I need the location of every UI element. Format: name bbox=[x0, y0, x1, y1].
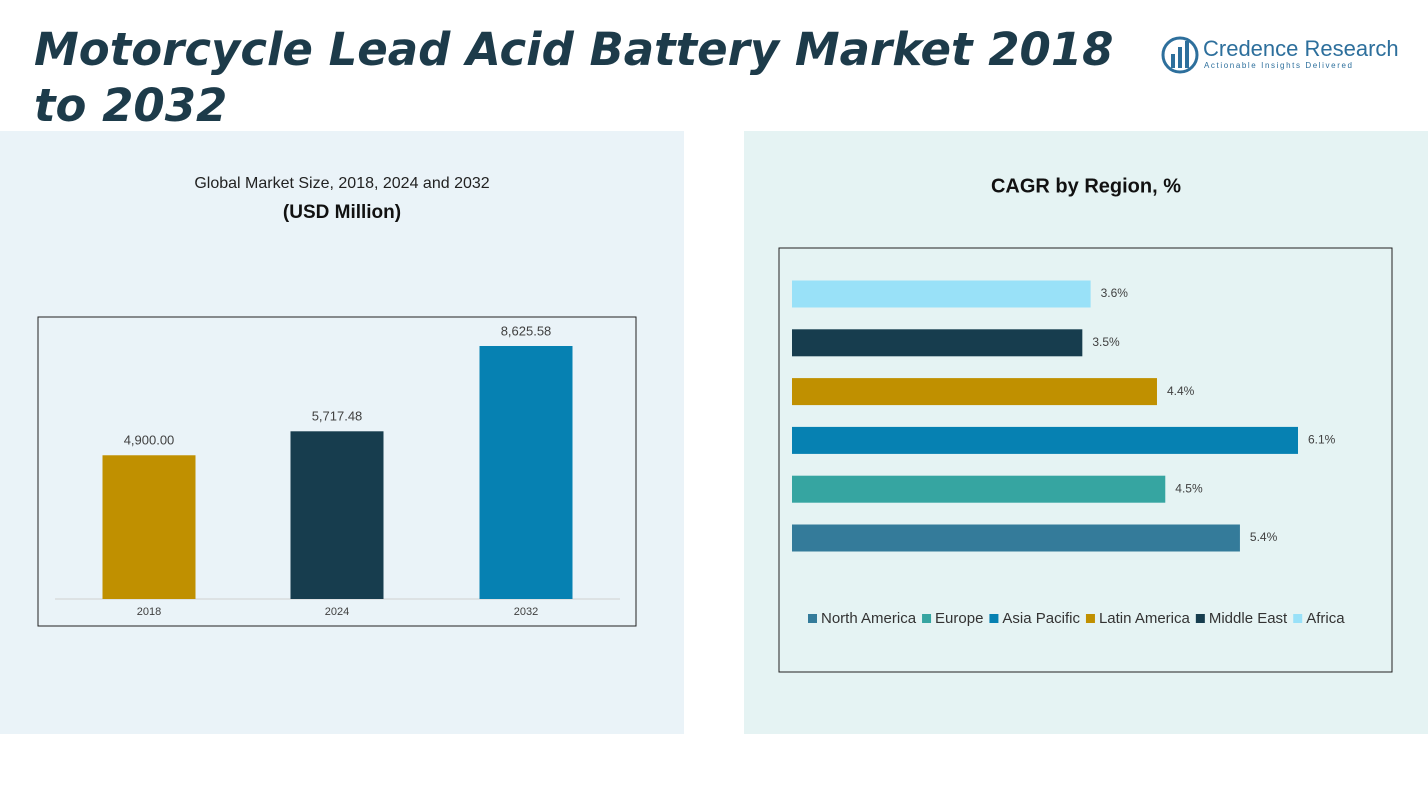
legend-swatch bbox=[1195, 614, 1205, 623]
value-label: 5,717.48 bbox=[312, 409, 363, 424]
x-tick-label: 2024 bbox=[325, 606, 349, 618]
logo-icon bbox=[1161, 36, 1199, 74]
x-tick-label: 2032 bbox=[514, 606, 538, 618]
legend-swatch bbox=[808, 614, 817, 623]
value-label: 4.4% bbox=[1167, 384, 1195, 398]
legend-swatch bbox=[1085, 614, 1095, 623]
bar bbox=[792, 329, 1083, 357]
bar bbox=[792, 280, 1091, 308]
legend-label: North America bbox=[821, 610, 917, 627]
bar bbox=[102, 455, 196, 599]
legend-swatch bbox=[922, 614, 932, 623]
left-frame bbox=[37, 316, 637, 627]
legend-label: Africa bbox=[1306, 610, 1345, 627]
chart-title: CAGR by Region, % bbox=[991, 175, 1181, 197]
legend-label: Latin America bbox=[1099, 610, 1191, 627]
legend-label: Europe bbox=[935, 610, 983, 627]
chart-subtitle: (USD Million) bbox=[283, 202, 401, 223]
legend-label: Middle East bbox=[1209, 610, 1288, 627]
legend-swatch bbox=[989, 614, 999, 623]
legend-label: Asia Pacific bbox=[1002, 610, 1080, 627]
right-frame bbox=[778, 247, 1393, 673]
value-label: 8,625.58 bbox=[501, 323, 552, 338]
chart-title: Global Market Size, 2018, 2024 and 2032 bbox=[194, 175, 489, 192]
value-label: 3.6% bbox=[1101, 286, 1129, 300]
x-tick-label: 2018 bbox=[137, 606, 161, 618]
bar bbox=[792, 426, 1298, 454]
bar bbox=[792, 378, 1157, 406]
bar bbox=[479, 346, 573, 599]
bar bbox=[792, 475, 1166, 503]
value-label: 3.5% bbox=[1092, 335, 1120, 349]
bar bbox=[290, 431, 384, 599]
brand: Credence Research bbox=[1203, 36, 1399, 61]
legend-swatch bbox=[1293, 614, 1303, 623]
value-label: 4.5% bbox=[1175, 481, 1203, 495]
page-title: Motorcycle Lead Acid Battery Market 2018… bbox=[34, 23, 1114, 132]
bar bbox=[792, 524, 1240, 552]
value-label: 4,900.00 bbox=[124, 433, 175, 448]
value-label: 5.4% bbox=[1250, 530, 1278, 544]
value-label: 6.1% bbox=[1308, 433, 1336, 447]
tagline: Actionable Insights Delivered bbox=[1204, 61, 1354, 70]
